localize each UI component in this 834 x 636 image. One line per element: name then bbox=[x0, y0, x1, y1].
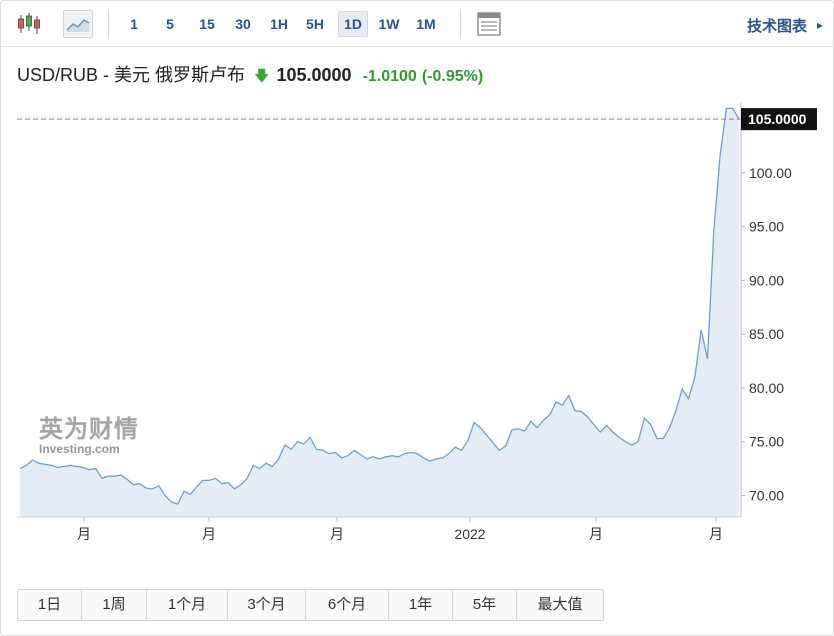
range-1y[interactable]: 1年 bbox=[389, 590, 453, 620]
quote-header: USD/RUB - 美元 俄罗斯卢布 🡇 105.0000 -1.0100 (-… bbox=[17, 61, 483, 85]
timeframe-1[interactable]: 1 bbox=[130, 16, 138, 32]
timeframe-1d[interactable]: 1D bbox=[338, 11, 368, 37]
x-tick-label: 月 bbox=[77, 526, 91, 542]
technical-chart-link[interactable]: 技术图表 bbox=[746, 18, 807, 35]
watermark-cn: 英为财情 bbox=[39, 416, 139, 443]
x-tick-label: 月 bbox=[589, 526, 603, 542]
timeframe-30[interactable]: 30 bbox=[235, 16, 251, 32]
table-view-icon[interactable] bbox=[475, 10, 503, 38]
price-chart[interactable]: 70.00 75.00 80.00 85.00 90.00 95.00 100.00 105.… bbox=[17, 103, 819, 553]
range-max[interactable]: 最大值 bbox=[517, 590, 603, 620]
last-price: 105.0000 bbox=[276, 65, 352, 85]
timeframe-5[interactable]: 5 bbox=[166, 16, 174, 32]
time-range-selector: 1日 1周 1个月 3个月 6个月 1年 5年 最大值 bbox=[17, 589, 604, 621]
area-chart-icon[interactable] bbox=[63, 10, 93, 38]
x-tick-label: 月 bbox=[709, 526, 723, 542]
series-area-fill bbox=[20, 108, 739, 518]
y-tick-label: 75.00 bbox=[749, 434, 784, 450]
range-1m[interactable]: 1个月 bbox=[147, 590, 228, 620]
toolbar-divider bbox=[460, 9, 461, 39]
watermark-logo: 英为财情 Investing.com bbox=[39, 409, 139, 456]
y-tick-label: 85.00 bbox=[749, 326, 784, 342]
timeframe-1m[interactable]: 1M bbox=[416, 16, 436, 32]
series-line bbox=[19, 107, 740, 505]
x-tick-label: 2022 bbox=[454, 526, 485, 542]
y-tick-label: 80.00 bbox=[749, 380, 784, 396]
caret-right-icon[interactable]: ▸ bbox=[816, 18, 823, 32]
y-tick-label: 90.00 bbox=[749, 272, 784, 288]
y-tick-label: 70.00 bbox=[749, 487, 784, 503]
price-change-percent: (-0.95%) bbox=[421, 68, 484, 85]
x-tick-label: 月 bbox=[330, 526, 344, 542]
range-1w[interactable]: 1周 bbox=[82, 590, 147, 620]
timeframe-5h[interactable]: 5H bbox=[306, 16, 324, 32]
last-value-box bbox=[741, 108, 817, 131]
timeframe-15[interactable]: 15 bbox=[199, 16, 215, 32]
price-chart-svg: 70.00 75.00 80.00 85.00 90.00 95.00 100.00 105.… bbox=[17, 103, 817, 542]
watermark-en: Investing.com bbox=[39, 442, 120, 456]
timeframe-1w[interactable]: 1W bbox=[378, 16, 400, 32]
range-1d[interactable]: 1日 bbox=[18, 590, 82, 620]
y-tick-label: 100.00 bbox=[749, 165, 792, 181]
last-value-label: 105.0000 bbox=[748, 111, 807, 127]
range-5y[interactable]: 5年 bbox=[453, 590, 517, 620]
toolbar-divider bbox=[108, 9, 109, 39]
chart-toolbar: 1 5 15 30 1H 5H 1D 1W 1M 技术图表 ▸ bbox=[1, 1, 833, 47]
instrument-name: USD/RUB - 美元 俄罗斯卢布 bbox=[17, 65, 246, 85]
y-tick-label: 95.00 bbox=[749, 219, 784, 235]
price-change: -1.0100 bbox=[362, 68, 417, 85]
x-tick-label: 月 bbox=[202, 526, 216, 542]
range-6m[interactable]: 6个月 bbox=[306, 590, 389, 620]
timeframe-1h[interactable]: 1H bbox=[270, 16, 288, 32]
range-3m[interactable]: 3个月 bbox=[228, 590, 306, 620]
arrow-down-icon: 🡇 bbox=[254, 68, 270, 85]
candlestick-icon[interactable] bbox=[15, 10, 43, 38]
